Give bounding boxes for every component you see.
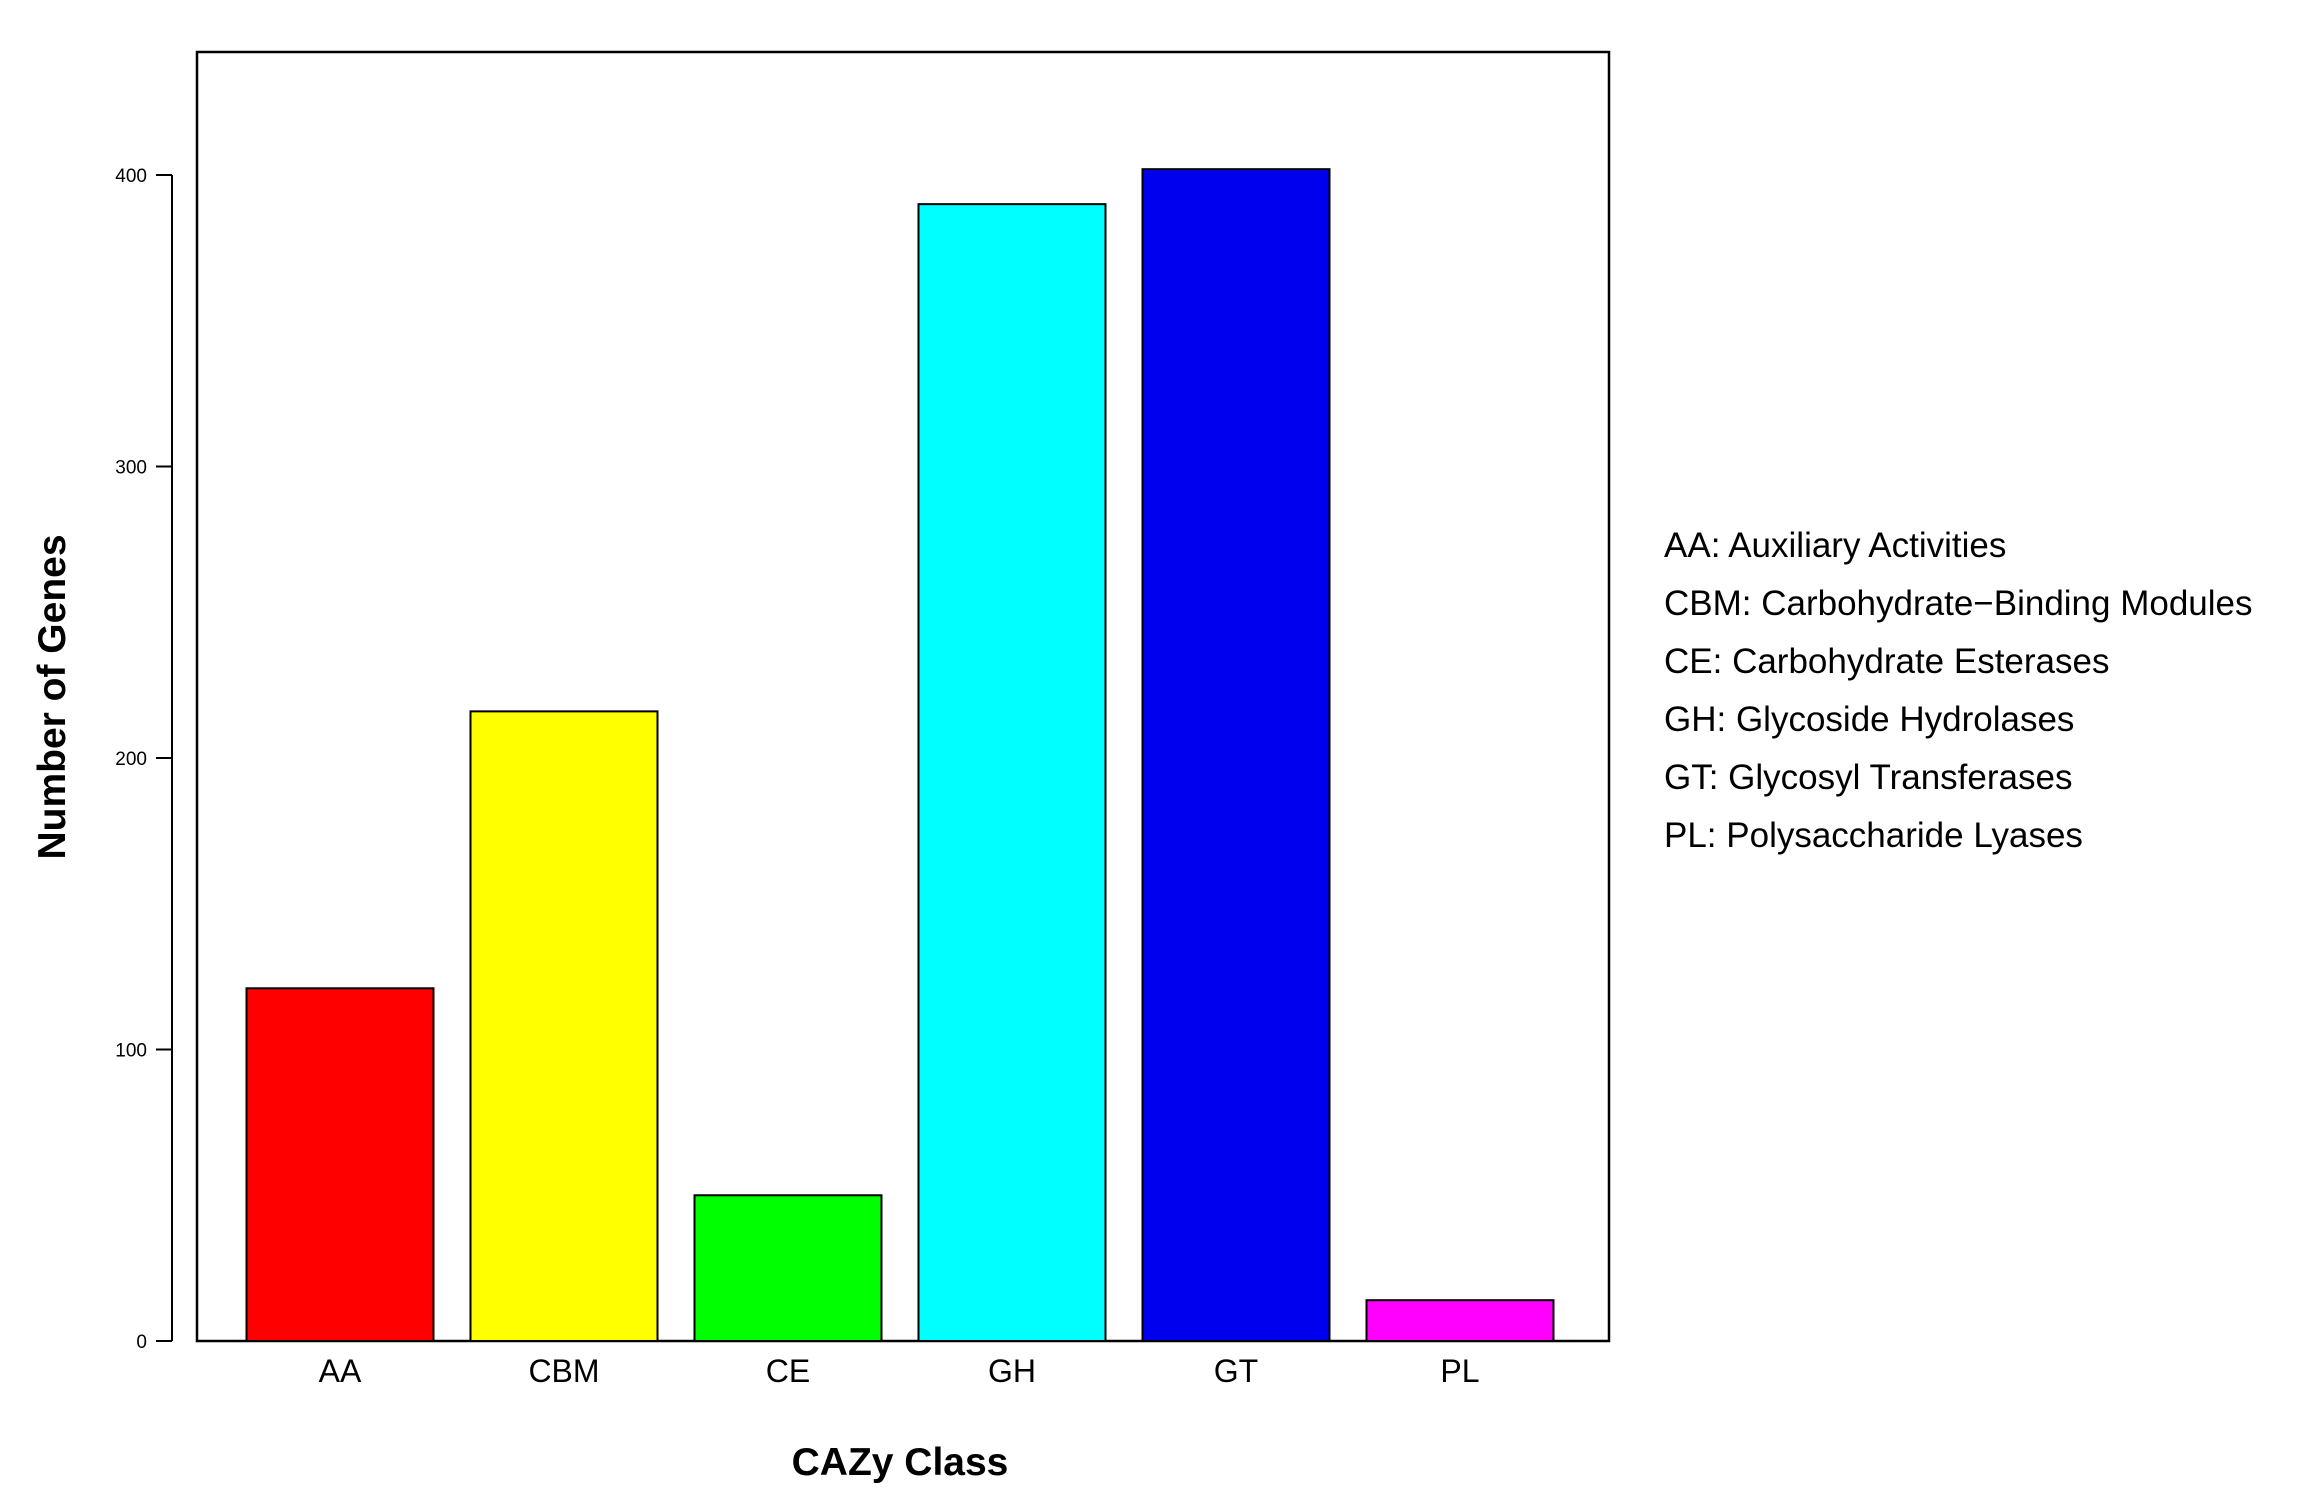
y-tick-label-400: 400: [115, 166, 147, 187]
x-tick-label-aa: AA: [319, 1353, 362, 1389]
x-tick-labels: AA CBM CE GH GT PL: [319, 1353, 1480, 1389]
legend-entry: CBM: Carbohydrate−Binding Modules: [1664, 584, 2253, 623]
x-tick-label-cbm: CBM: [528, 1353, 599, 1389]
x-tick-label-gh: GH: [988, 1353, 1036, 1389]
x-tick-label-ce: CE: [766, 1353, 810, 1389]
y-axis-title: Number of Genes: [31, 534, 74, 859]
y-tick-label-200: 200: [115, 749, 147, 770]
y-ticks: 0 100 200 300 400: [115, 166, 172, 1353]
y-tick-label-300: 300: [115, 458, 147, 479]
y-tick-label-100: 100: [115, 1041, 147, 1062]
legend-entry: GH: Glycoside Hydrolases: [1664, 700, 2074, 739]
plot-frame: [195, 50, 1611, 1343]
legend: AA: Auxiliary Activities CBM: Carbohydrat…: [1664, 526, 2253, 855]
bar-ce: [693, 1194, 883, 1342]
legend-entry: CE: Carbohydrate Esterases: [1664, 642, 2109, 681]
bar-gt: [1141, 168, 1331, 1342]
legend-entry: GT: Glycosyl Transferases: [1664, 758, 2072, 797]
bars: [245, 168, 1555, 1342]
bar-pl: [1365, 1299, 1555, 1342]
legend-entry: PL: Polysaccharide Lyases: [1664, 816, 2083, 855]
legend-entry: AA: Auxiliary Activities: [1664, 526, 2006, 565]
x-tick-label-gt: GT: [1214, 1353, 1258, 1389]
bar-gh: [917, 203, 1107, 1342]
bar-aa: [245, 987, 435, 1342]
y-tick-label-0: 0: [136, 1332, 147, 1353]
x-tick-label-pl: PL: [1440, 1353, 1479, 1389]
bar-cbm: [469, 710, 659, 1342]
x-axis-title: CAZy Class: [792, 1441, 1009, 1484]
